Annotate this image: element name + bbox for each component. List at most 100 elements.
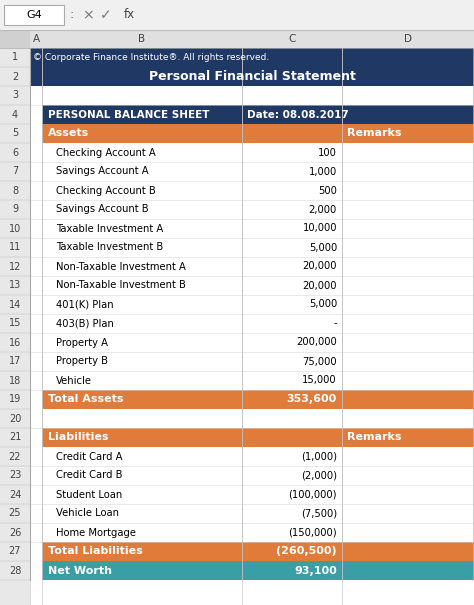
Bar [30,181,42,200]
Text: B: B [138,34,146,44]
Bar [42,352,474,371]
Text: 13: 13 [9,281,21,290]
Bar [42,333,474,352]
Text: 6: 6 [12,148,18,157]
Bar [42,162,474,181]
Bar [30,276,42,295]
Text: 500: 500 [318,186,337,195]
Bar [30,257,42,276]
Text: Remarks: Remarks [347,128,401,139]
Bar [30,523,42,542]
Text: Assets: Assets [48,128,89,139]
Text: Student Loan: Student Loan [56,489,122,500]
Bar [42,219,474,238]
Text: 20,000: 20,000 [302,261,337,272]
Text: Savings Account B: Savings Account B [56,204,149,215]
Text: PERSONAL BALANCE SHEET: PERSONAL BALANCE SHEET [48,110,210,120]
Text: 20: 20 [9,413,21,424]
Text: 16: 16 [9,338,21,347]
Bar [30,371,42,390]
Bar [30,238,42,257]
Text: ✓: ✓ [100,8,112,22]
Text: G4: G4 [26,10,42,20]
Bar [30,67,474,86]
Bar [30,162,42,181]
Bar [0,48,30,605]
Text: Non-Taxable Investment B: Non-Taxable Investment B [56,281,186,290]
Bar [42,542,474,561]
Bar [30,352,42,371]
Text: Non-Taxable Investment A: Non-Taxable Investment A [56,261,186,272]
Text: 2: 2 [12,71,18,82]
Text: Property B: Property B [56,356,108,367]
Text: (1,000): (1,000) [301,451,337,462]
Bar [42,561,474,580]
Bar [42,371,474,390]
Bar [30,314,42,333]
Bar [30,485,42,504]
Bar [42,390,474,409]
Text: D: D [404,34,412,44]
Bar [42,143,474,162]
Bar [42,314,474,333]
Bar [0,30,474,48]
Text: 15,000: 15,000 [302,376,337,385]
Text: 21: 21 [9,433,21,442]
Text: Checking Account A: Checking Account A [56,148,156,157]
Text: 15: 15 [9,318,21,329]
Bar [42,181,474,200]
Text: 200,000: 200,000 [296,338,337,347]
Text: 10: 10 [9,223,21,234]
Text: 5,000: 5,000 [309,299,337,310]
Text: Savings Account A: Savings Account A [56,166,149,177]
Text: Property A: Property A [56,338,108,347]
Text: 20,000: 20,000 [302,281,337,290]
Text: 26: 26 [9,528,21,537]
Text: 5: 5 [12,128,18,139]
Bar [30,428,42,447]
Bar [42,238,474,257]
Text: A: A [32,34,39,44]
Text: 5,000: 5,000 [309,243,337,252]
Text: 7: 7 [12,166,18,177]
Text: -: - [333,318,337,329]
Text: 3: 3 [12,91,18,100]
Text: Personal Financial Statement: Personal Financial Statement [148,70,356,83]
Text: 403(B) Plan: 403(B) Plan [56,318,114,329]
Bar [30,86,474,105]
Bar [42,523,474,542]
Bar [42,105,474,124]
Bar [30,143,42,162]
Bar [0,30,30,48]
Bar [42,200,474,219]
Bar [42,257,474,276]
Text: Taxable Investment A: Taxable Investment A [56,223,163,234]
Bar [30,390,42,409]
Text: Net Worth: Net Worth [48,566,112,575]
Text: Vehicle Loan: Vehicle Loan [56,508,119,518]
Text: 22: 22 [9,451,21,462]
Text: fx: fx [124,8,135,22]
Bar [30,124,42,143]
Text: 1,000: 1,000 [309,166,337,177]
Text: (260,500): (260,500) [276,546,337,557]
Bar [30,561,42,580]
Text: 353,600: 353,600 [287,394,337,405]
Text: (7,500): (7,500) [301,508,337,518]
Bar [30,466,42,485]
Text: Total Liabilities: Total Liabilities [48,546,143,557]
Text: (100,000): (100,000) [289,489,337,500]
Text: 19: 19 [9,394,21,405]
Text: 17: 17 [9,356,21,367]
Bar [42,124,474,143]
Text: 12: 12 [9,261,21,272]
Text: 27: 27 [9,546,21,557]
Bar [42,466,474,485]
Text: 8: 8 [12,186,18,195]
Bar [30,295,42,314]
Text: :: : [70,8,74,22]
Text: 23: 23 [9,471,21,480]
Text: Home Mortgage: Home Mortgage [56,528,136,537]
Text: Vehicle: Vehicle [56,376,92,385]
Bar [30,48,474,67]
